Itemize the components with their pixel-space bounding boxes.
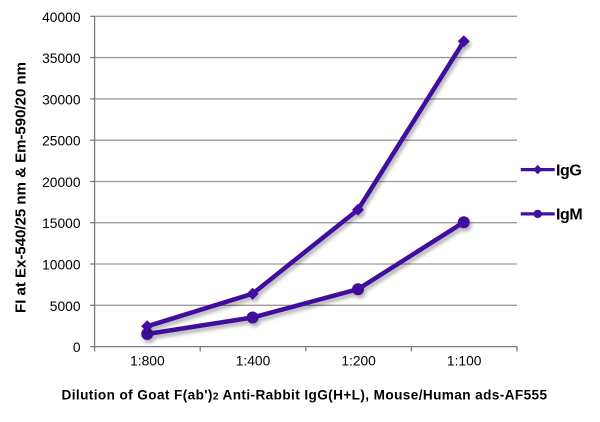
svg-text:20000: 20000 bbox=[42, 175, 81, 190]
svg-text:10000: 10000 bbox=[42, 258, 81, 273]
svg-text:IgM: IgM bbox=[556, 207, 582, 224]
svg-text:FI at Ex-540/25 nm & Em-590/20: FI at Ex-540/25 nm & Em-590/20 nm bbox=[13, 62, 30, 313]
svg-text:35000: 35000 bbox=[42, 51, 81, 66]
svg-text:15000: 15000 bbox=[42, 216, 81, 231]
svg-text:Dilution of Goat F(ab')2 Anti-: Dilution of Goat F(ab')2 Anti-Rabbit IgG… bbox=[62, 388, 548, 403]
svg-text:IgG: IgG bbox=[556, 162, 581, 179]
svg-text:40000: 40000 bbox=[42, 10, 81, 25]
svg-text:1:400: 1:400 bbox=[236, 354, 271, 369]
svg-text:0: 0 bbox=[73, 340, 81, 355]
svg-text:1:800: 1:800 bbox=[130, 354, 165, 369]
svg-text:5000: 5000 bbox=[50, 299, 81, 314]
svg-text:30000: 30000 bbox=[42, 92, 81, 107]
svg-text:25000: 25000 bbox=[42, 134, 81, 149]
svg-text:1:100: 1:100 bbox=[447, 354, 482, 369]
svg-text:1:200: 1:200 bbox=[341, 354, 376, 369]
